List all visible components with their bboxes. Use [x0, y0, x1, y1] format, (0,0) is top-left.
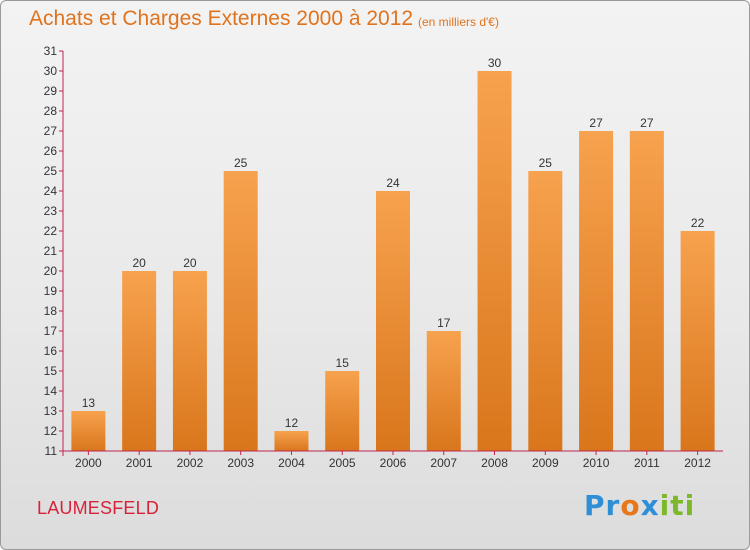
y-tick-label: 25 [44, 164, 58, 178]
y-tick-label: 24 [44, 184, 58, 198]
bar [274, 431, 309, 451]
location-label: LAUMESFELD [37, 498, 160, 518]
bar-value-label: 30 [488, 56, 502, 70]
bar [426, 331, 461, 451]
bar [528, 171, 563, 451]
bar-value-label: 15 [336, 356, 350, 370]
x-tick-label: 2010 [583, 456, 610, 470]
bar-value-label: 12 [285, 416, 299, 430]
x-tick-label: 2000 [75, 456, 102, 470]
x-tick-label: 2003 [227, 456, 254, 470]
proxiti-logo: Proxiti [584, 489, 696, 522]
bar-value-label: 24 [386, 176, 400, 190]
bar [477, 71, 512, 451]
y-tick-label: 16 [44, 344, 58, 358]
bar-value-label: 25 [539, 156, 553, 170]
y-tick-label: 14 [44, 384, 58, 398]
bar [579, 131, 614, 451]
y-tick-label: 31 [44, 44, 58, 58]
y-tick-label: 11 [45, 444, 58, 458]
y-tick-label: 13 [44, 404, 58, 418]
bar [629, 131, 664, 451]
bar-value-label: 20 [132, 256, 146, 270]
x-tick-label: 2006 [380, 456, 407, 470]
x-tick-label: 2008 [481, 456, 508, 470]
bar [223, 171, 258, 451]
y-tick-label: 23 [44, 204, 58, 218]
bar [71, 411, 106, 451]
y-tick-label: 20 [44, 264, 58, 278]
x-tick-label: 2005 [329, 456, 356, 470]
bar-value-label: 27 [589, 116, 603, 130]
y-tick-label: 28 [44, 104, 58, 118]
x-tick-label: 2004 [278, 456, 305, 470]
bar [376, 191, 410, 451]
bar-value-label: 25 [234, 156, 248, 170]
y-tick-label: 19 [44, 284, 58, 298]
y-tick-label: 30 [44, 64, 58, 78]
x-tick-label: 2012 [684, 456, 711, 470]
bar-value-label: 27 [640, 116, 654, 130]
y-tick-label: 26 [44, 144, 58, 158]
bar [325, 371, 360, 451]
x-tick-label: 2009 [532, 456, 559, 470]
bar-value-label: 13 [82, 396, 96, 410]
x-tick-label: 2002 [177, 456, 204, 470]
bar-value-label: 20 [183, 256, 197, 270]
y-tick-label: 29 [44, 84, 58, 98]
chart-subtitle: (en milliers d'€) [418, 15, 499, 29]
y-tick-label: 22 [44, 224, 58, 238]
bar [680, 231, 715, 451]
y-tick-label: 17 [44, 324, 58, 338]
y-tick-label: 12 [44, 424, 58, 438]
x-tick-label: 2007 [430, 456, 457, 470]
bar-value-label: 17 [437, 316, 451, 330]
y-tick-label: 18 [44, 304, 58, 318]
y-tick-label: 21 [44, 244, 58, 258]
bar-value-label: 22 [691, 216, 705, 230]
x-tick-label: 2001 [126, 456, 153, 470]
bar [122, 271, 157, 451]
y-tick-label: 27 [44, 124, 58, 138]
y-tick-label: 15 [44, 364, 58, 378]
chart-title: Achats et Charges Externes 2000 à 2012 [29, 7, 414, 30]
bar [172, 271, 207, 451]
x-tick-label: 2011 [634, 456, 660, 470]
